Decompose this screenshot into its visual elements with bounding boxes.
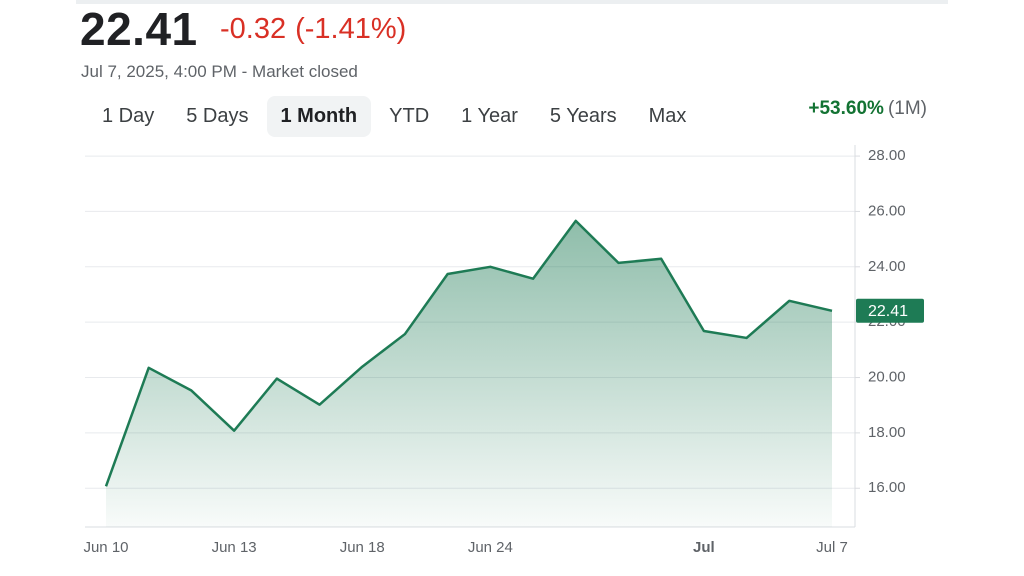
- x-tick-label: Jun 18: [340, 539, 385, 556]
- range-tab[interactable]: 1 Month: [266, 96, 372, 137]
- change-percent: (-1.41%): [295, 13, 407, 45]
- y-tick-label: 20.00: [868, 368, 906, 385]
- x-tick-label: Jul 7: [816, 539, 848, 556]
- y-tick-label: 26.00: [868, 202, 906, 219]
- timestamp: Jul 7, 2025, 4:00 PM - Market closed: [81, 62, 358, 81]
- top-border: [76, 0, 948, 4]
- y-tick-label: 18.00: [868, 424, 906, 441]
- performance-value: +53.60%: [808, 98, 884, 119]
- range-tab[interactable]: 5 Years: [549, 105, 617, 127]
- price: 22.41: [80, 3, 198, 55]
- performance-period: (1M): [887, 98, 927, 119]
- range-tab[interactable]: 1 Day: [102, 105, 155, 127]
- last-value-label: 22.41: [868, 303, 908, 320]
- y-tick-label: 16.00: [868, 479, 906, 496]
- x-tick-label: Jun 13: [212, 539, 257, 556]
- x-tick-label: Jun 24: [468, 539, 513, 556]
- last-value-badge: [856, 298, 924, 323]
- change-value: -0.32: [220, 13, 287, 45]
- range-tab[interactable]: 5 Days: [186, 105, 249, 127]
- range-tab[interactable]: 1 Year: [461, 105, 518, 127]
- price-change: -0.32 (-1.41%): [220, 13, 406, 46]
- range-tabs: 1 Day 5 Days 1 Month YTD 1 Year 5 Years Max: [88, 96, 700, 137]
- line: [104, 219, 833, 487]
- range-tab[interactable]: YTD: [389, 105, 430, 127]
- range-tab[interactable]: Max: [648, 105, 687, 127]
- y-tick-label: 24.00: [868, 258, 906, 275]
- area: [106, 220, 832, 527]
- performance: +53.60% (1M): [808, 98, 927, 120]
- x-tick-label: Jul: [693, 539, 715, 556]
- y-tick-label: 28.00: [868, 147, 906, 164]
- x-tick-label: Jun 10: [83, 539, 128, 556]
